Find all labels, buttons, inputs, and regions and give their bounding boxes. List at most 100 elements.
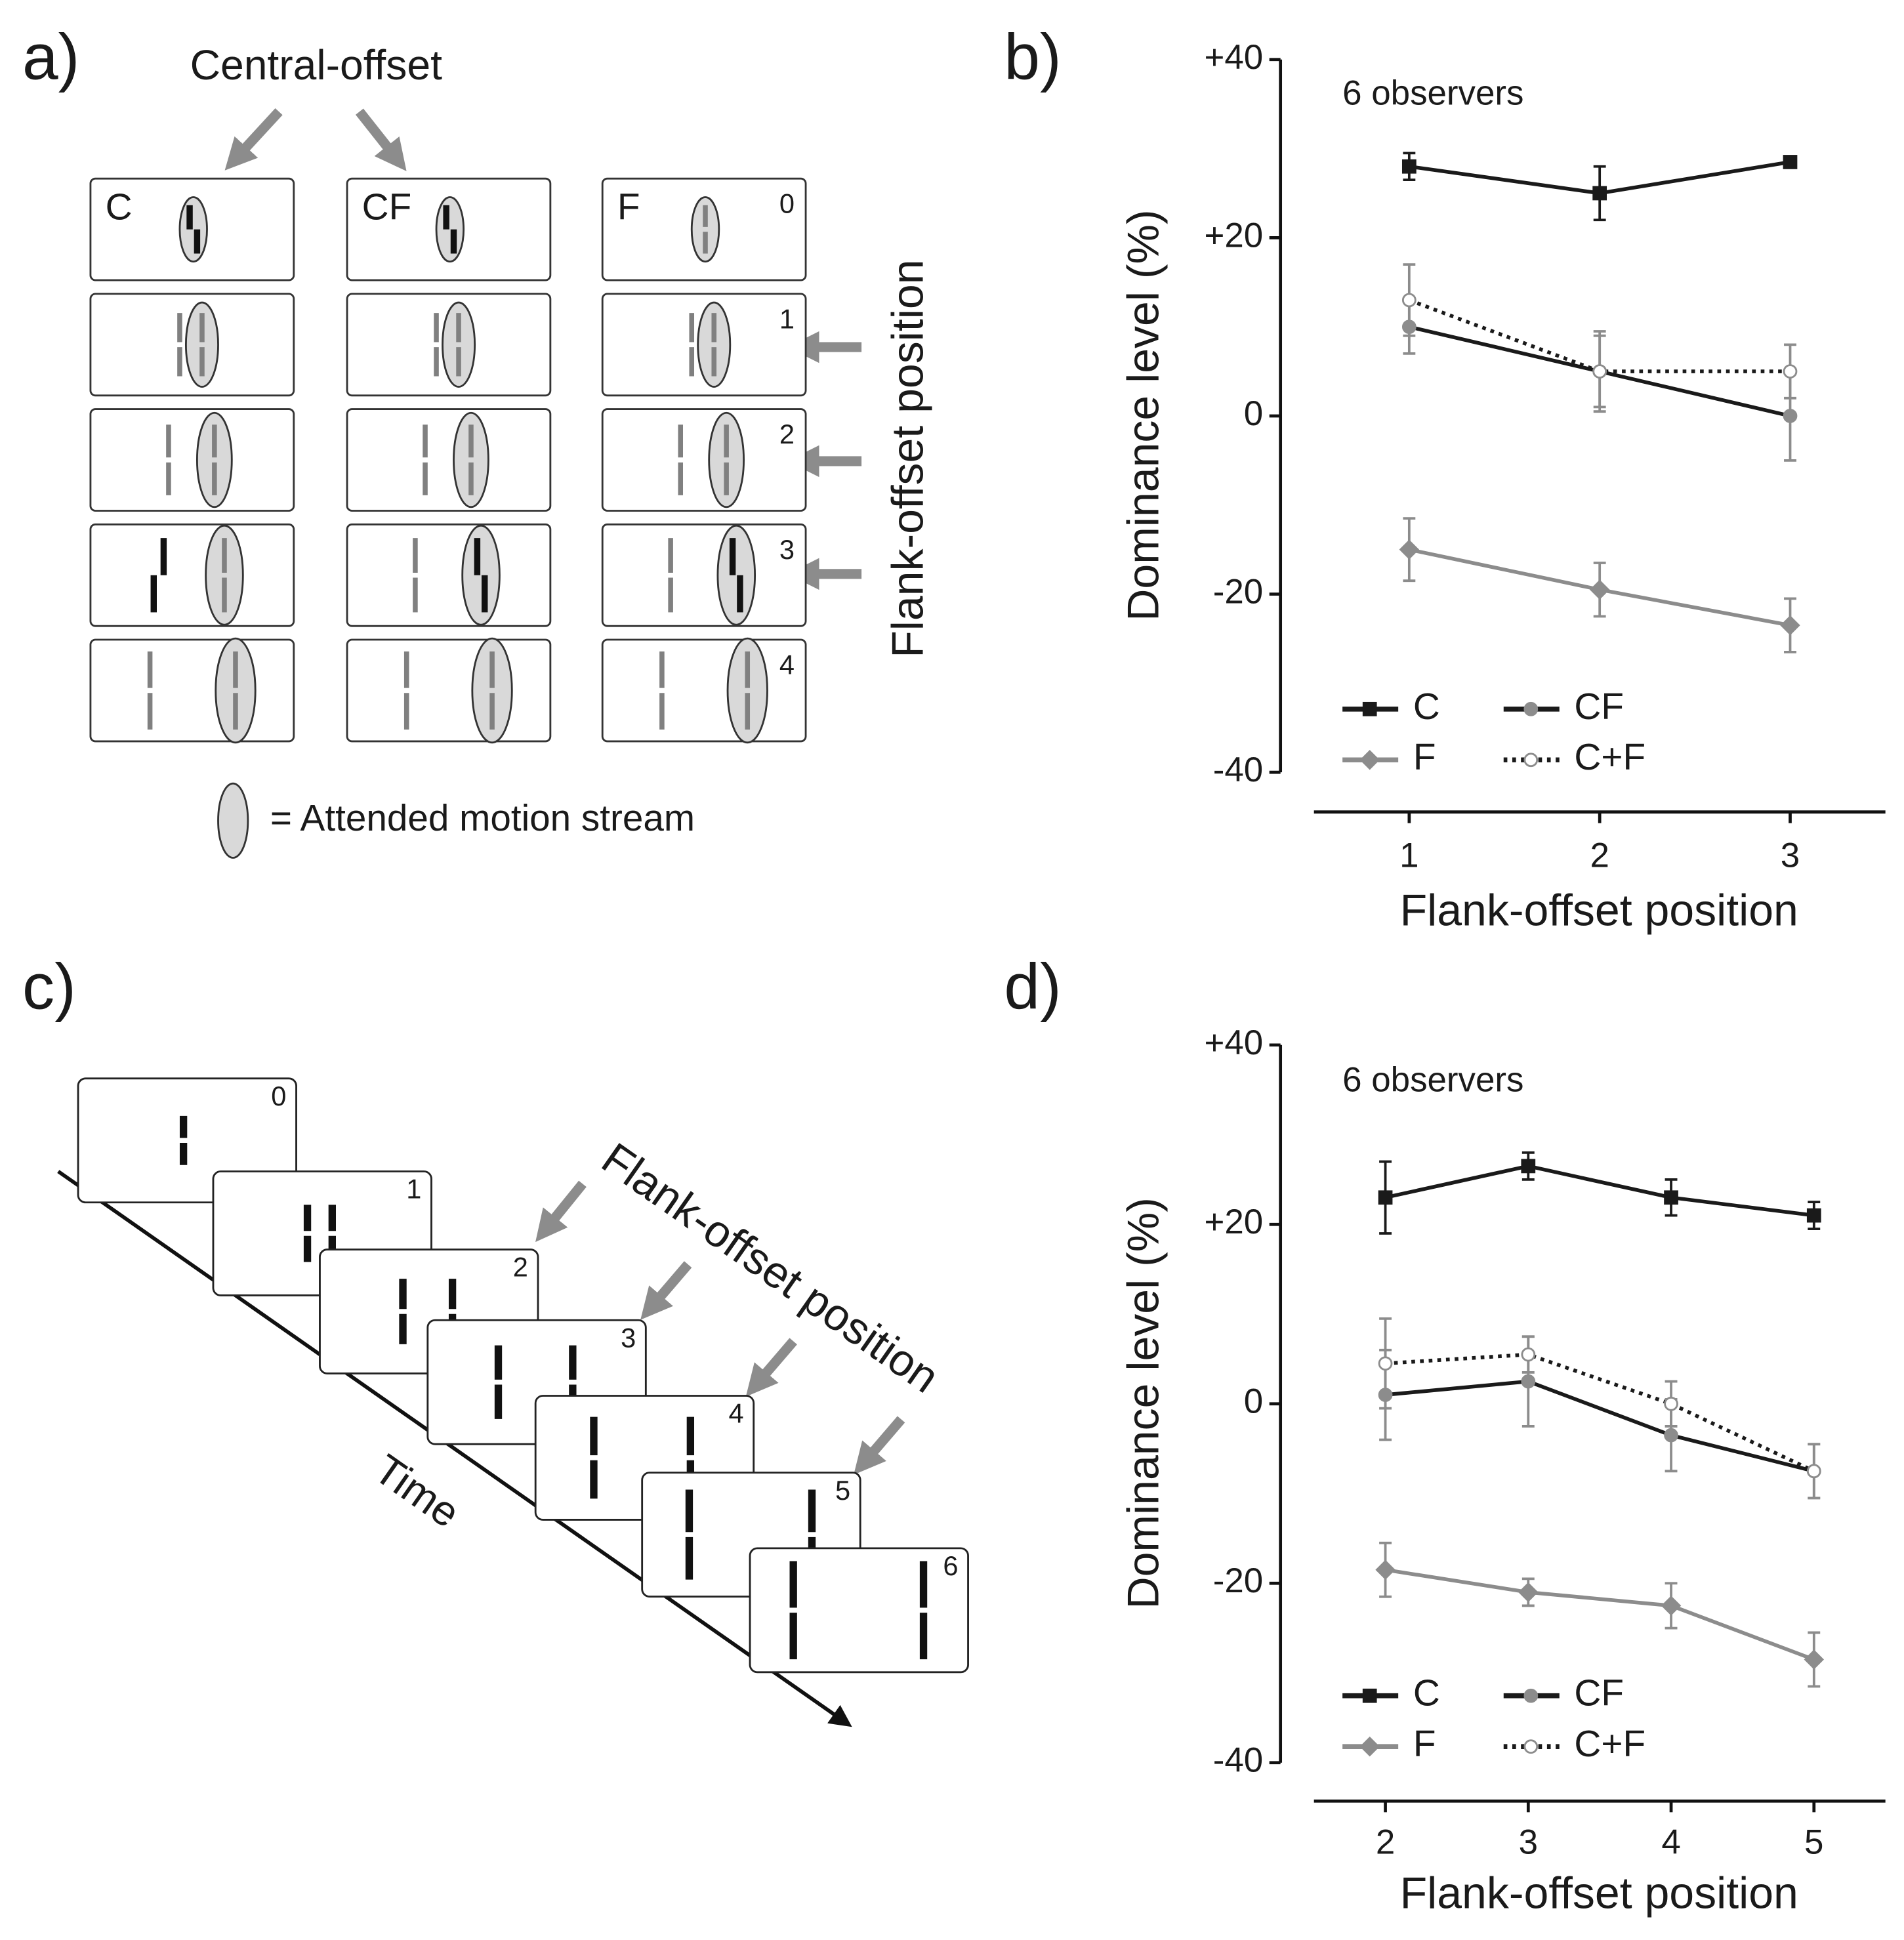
attended-ellipse [716, 524, 756, 626]
arrow [640, 1261, 692, 1320]
frame-number: 1 [406, 1174, 421, 1205]
series-line [1385, 1567, 1815, 1662]
marker [1589, 579, 1610, 600]
x-axis-label: Flank-offset position [1400, 886, 1798, 936]
y-tick-label: +40 [1205, 38, 1264, 77]
attended-ellipse [726, 637, 768, 744]
attended-ellipse [435, 196, 465, 263]
y-tick-label: 0 [1244, 394, 1263, 433]
marker [1359, 1736, 1380, 1757]
panel-label: c) [22, 951, 76, 1023]
arrow [535, 1180, 587, 1243]
legend-label: CF [1574, 686, 1624, 728]
marker [1523, 1688, 1539, 1703]
y-tick-label: 0 [1244, 1382, 1263, 1421]
frame-number: 4 [728, 1398, 743, 1429]
series-line [1385, 1352, 1815, 1473]
column-label: F [617, 186, 640, 228]
annotation: 6 observers [1342, 74, 1523, 113]
annotation: 6 observers [1342, 1060, 1523, 1099]
frame-number: 0 [271, 1081, 286, 1111]
x-tick-label: 3 [1781, 836, 1800, 875]
marker [1783, 364, 1798, 379]
frame-number: 2 [513, 1252, 528, 1283]
row-label: 4 [779, 650, 795, 680]
x-tick-label: 2 [1376, 1823, 1395, 1861]
legend-label: C+F [1574, 737, 1645, 778]
row-label: 3 [779, 534, 795, 565]
x-tick-label: 2 [1590, 836, 1609, 875]
y-tick-label: -20 [1213, 1561, 1263, 1600]
marker [1780, 615, 1800, 636]
marker [1804, 1649, 1825, 1670]
row-label: 0 [779, 188, 795, 219]
arrow [854, 1416, 905, 1475]
marker [1523, 701, 1539, 716]
arrow [355, 108, 407, 171]
stimulus-box [346, 638, 552, 743]
attended-ellipse [461, 524, 501, 626]
time-label: Time [366, 1445, 468, 1537]
frame-number: 3 [621, 1322, 636, 1353]
panel-label: a) [22, 21, 79, 93]
marker [1521, 1159, 1536, 1174]
marker [1378, 1356, 1393, 1371]
marker [1806, 1464, 1821, 1479]
column-label: CF [362, 186, 412, 228]
attended-ellipse [697, 301, 732, 388]
attended-ellipse [708, 411, 745, 508]
marker [1378, 1190, 1393, 1205]
marker [1783, 155, 1798, 169]
stimulus-box [89, 408, 295, 512]
y-tick-label: -40 [1213, 751, 1263, 789]
stimulus-box [346, 408, 552, 512]
marker [1523, 753, 1539, 768]
marker [1664, 1396, 1678, 1411]
legend-label: F [1413, 1723, 1436, 1765]
frame-number: 6 [943, 1550, 958, 1581]
marker [1375, 1559, 1396, 1580]
marker [1783, 409, 1798, 423]
series-line [1384, 1164, 1815, 1218]
y-axis-label: Dominance level (%) [1119, 209, 1169, 621]
stimulus-box [346, 523, 552, 627]
legend-label: C [1413, 1673, 1440, 1714]
stimulus-box [601, 523, 807, 627]
legend-text: = Attended motion stream [270, 798, 695, 839]
marker [1664, 1190, 1678, 1205]
frame-number: 5 [835, 1475, 850, 1506]
attended-ellipse [196, 411, 233, 508]
y-tick-label: -20 [1213, 573, 1263, 611]
marker [1401, 293, 1417, 308]
attended-ellipse [178, 196, 208, 263]
marker [1664, 1428, 1678, 1443]
arrow [745, 1338, 797, 1397]
frame [749, 1547, 969, 1674]
legend-label: F [1413, 737, 1436, 778]
x-tick-label: 3 [1519, 1823, 1538, 1861]
panel-a-title: Central-offset [190, 41, 442, 89]
y-axis-label: Dominance level (%) [1119, 1197, 1169, 1609]
x-axis-label: Flank-offset position [1400, 1868, 1798, 1918]
attended-ellipse [453, 411, 489, 508]
y-tick-label: +20 [1205, 1203, 1264, 1241]
attended-ellipse [471, 637, 513, 744]
marker [1518, 1582, 1539, 1603]
attended-ellipse [205, 524, 244, 626]
stimulus-box [601, 638, 807, 743]
marker [1362, 1688, 1377, 1703]
marker [1592, 186, 1607, 201]
side-label: Flank-offset position [883, 260, 933, 658]
marker [1523, 1739, 1539, 1754]
marker [1399, 539, 1420, 560]
time-axis [57, 1170, 852, 1727]
marker [1661, 1596, 1682, 1616]
x-tick-label: 4 [1661, 1823, 1680, 1861]
series-line [1385, 1379, 1815, 1474]
marker [1362, 701, 1377, 716]
stimulus-box [89, 638, 295, 743]
stimulus-box [601, 408, 807, 512]
attended-ellipse [215, 637, 257, 744]
legend-label: CF [1574, 1673, 1624, 1714]
